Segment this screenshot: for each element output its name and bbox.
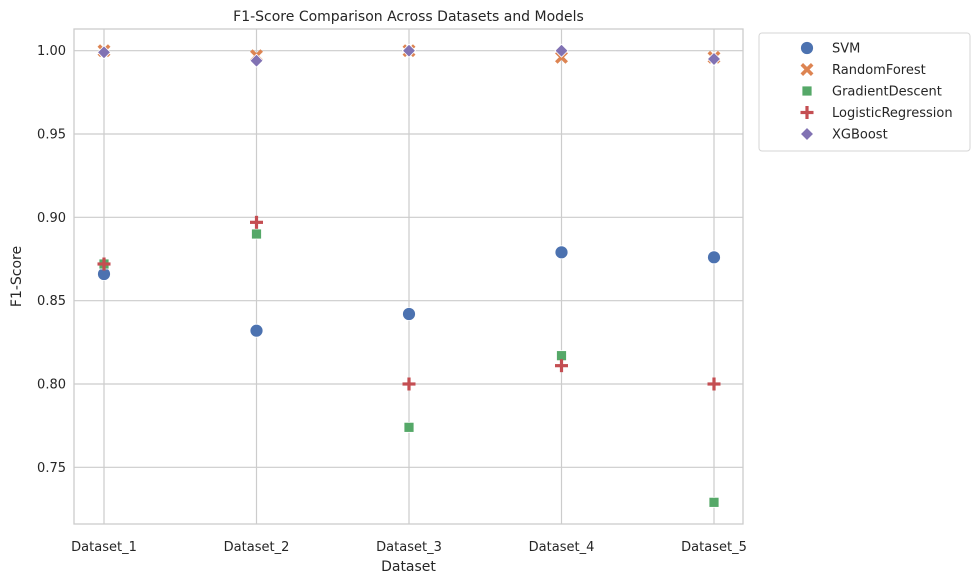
point-xgboost bbox=[249, 53, 264, 68]
point-xgboost bbox=[554, 43, 569, 58]
x-tick-label: Dataset_3 bbox=[376, 540, 442, 555]
point-xgboost bbox=[96, 45, 112, 60]
y-tick-label: 0.90 bbox=[37, 211, 66, 226]
y-tick-label: 0.85 bbox=[37, 294, 66, 309]
x-axis-label: Dataset bbox=[381, 559, 436, 575]
point-logisticregression bbox=[555, 359, 568, 373]
point-svm bbox=[402, 307, 416, 321]
x-tick-label: Dataset_4 bbox=[529, 540, 595, 555]
point-logisticregression bbox=[97, 257, 111, 271]
legend-label: SVM bbox=[832, 42, 860, 57]
point-gradientdescent bbox=[708, 496, 720, 508]
plot-area: 0.75 0.80 0.85 0.90 0.95 1.00 Dataset_1 Dataset… bbox=[37, 28, 747, 555]
legend-label: LogisticRegression bbox=[832, 106, 953, 121]
point-svm bbox=[249, 323, 264, 338]
legend-marker bbox=[801, 85, 813, 97]
y-axis-label: F1-Score bbox=[9, 246, 25, 307]
point-logisticregression bbox=[250, 215, 263, 229]
y-tick-label: 0.80 bbox=[37, 378, 66, 393]
legend-marker bbox=[800, 41, 814, 55]
point-xgboost bbox=[706, 51, 722, 67]
legend-label: XGBoost bbox=[832, 128, 888, 143]
legend-marker bbox=[800, 106, 814, 119]
point-logisticregression bbox=[707, 377, 721, 391]
x-tick-label: Dataset_2 bbox=[224, 540, 290, 555]
y-tick-label: 1.00 bbox=[37, 44, 66, 59]
legend-label: GradientDescent bbox=[832, 85, 942, 100]
chart-title: F1-Score Comparison Across Datasets and … bbox=[233, 9, 584, 25]
point-svm bbox=[554, 245, 569, 260]
x-tick-label: Dataset_5 bbox=[681, 540, 747, 555]
legend-marker bbox=[799, 126, 815, 142]
plot-frame bbox=[73, 28, 744, 525]
point-gradientdescent bbox=[251, 228, 262, 240]
y-tick-label: 0.95 bbox=[37, 128, 66, 143]
legend-label: RandomForest bbox=[832, 63, 926, 78]
point-gradientdescent bbox=[403, 421, 415, 433]
legend: SVM RandomForest GradientDescent LogisticRe… bbox=[758, 32, 971, 152]
y-tick-label: 0.75 bbox=[37, 461, 66, 476]
legend-marker bbox=[800, 63, 814, 76]
point-svm bbox=[707, 250, 721, 265]
point-xgboost bbox=[401, 43, 417, 58]
legend-frame bbox=[758, 32, 971, 152]
x-tick-label: Dataset_1 bbox=[71, 540, 137, 555]
point-logisticregression bbox=[402, 377, 416, 391]
